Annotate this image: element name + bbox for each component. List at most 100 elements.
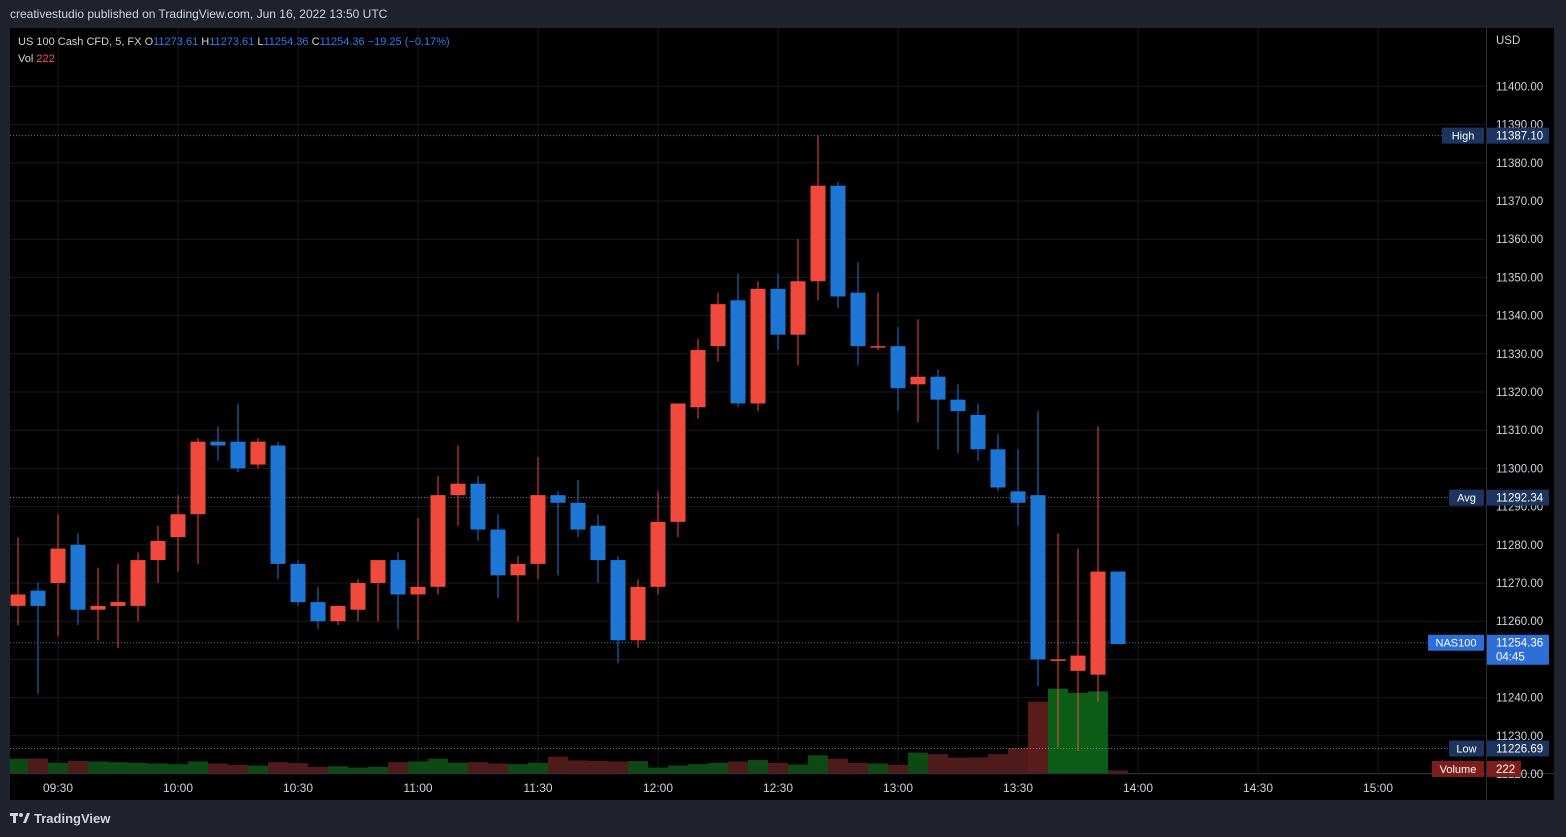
candle-body [930,376,946,400]
volume-bar [528,762,548,773]
volume-bar [428,758,448,773]
candle-body [450,483,466,496]
volume-bar [208,763,228,773]
volume-bar [68,760,88,773]
candle-body [590,525,606,561]
candle-body [30,590,46,606]
volume-bar [10,758,28,773]
candle-body [390,560,406,595]
price-tick-label: 11270.00 [1496,578,1543,590]
price-tick-label: 11360.00 [1496,234,1543,246]
candle-body [670,403,686,522]
volume-bar [408,761,428,773]
volume-bar [228,764,248,773]
volume-bar [268,762,288,773]
volume-bar [148,763,168,773]
candle-body [430,495,446,587]
volume-bar [328,766,348,773]
volume-bar [128,762,148,773]
candle-body [1110,571,1126,645]
price-tag-value: 11387.10 [1496,131,1543,143]
candle-body [10,594,26,606]
volume-tag-name-bg [1432,761,1484,777]
candle-body [630,586,646,641]
volume-bar [468,762,488,773]
publisher-text: creativestudio published on TradingView.… [10,7,388,21]
candle-body [690,349,706,408]
price-tag-value: 11226.69 [1496,743,1543,755]
chart-frame[interactable]: 11220.0011230.0011240.0011250.0011260.00… [10,28,1554,800]
price-tag-name: Low [1456,743,1476,755]
volume-bar [1108,770,1128,773]
volume-bar [768,762,788,773]
volume-legend-row: Vol 222 [18,51,450,68]
symbol-name[interactable]: US 100 Cash CFD, 5, FX [18,36,142,48]
chart-canvas[interactable]: 11220.0011230.0011240.0011250.0011260.00… [10,28,1554,800]
candle-body [170,514,186,538]
time-tick-label: 14:30 [1243,781,1273,795]
volume-bar [888,764,908,773]
candle-body [770,288,786,335]
candle-body [830,185,846,297]
candle-body [110,602,126,606]
candle-body [610,560,626,641]
low-label: L [257,36,264,48]
candle-body [310,602,326,622]
volume-bar [108,762,128,773]
volume-bar [708,762,728,773]
candle-body [710,304,726,347]
close-label: C [311,36,320,48]
volume-bar [828,758,848,773]
tradingview-logo[interactable]: TradingView [10,811,110,826]
price-tag-value: 11292.34 [1496,493,1544,505]
volume-bar [648,767,668,773]
candle-body [330,605,346,622]
price-tick-label: 11310.00 [1496,425,1543,437]
volume-bar [488,763,508,773]
volume-bar [548,756,568,773]
change-value: −19.25 (−0.17%) [367,36,450,48]
footer-bar [0,800,1566,837]
price-tick-label: 11330.00 [1496,349,1543,361]
volume-bar [908,752,928,773]
volume-bar [668,765,688,773]
time-tick-label: 13:00 [883,781,913,795]
time-tick-label: 12:00 [643,781,673,795]
volume-bar [968,757,988,773]
candle-body [530,495,546,564]
price-tag-value-bg [1487,489,1549,506]
price-tag-name-bg [1449,740,1484,757]
volume-bar [508,764,528,773]
candle-body [290,563,306,603]
open-value: 11273.61 [153,36,199,48]
candle-body [750,288,766,404]
publisher-bar: creativestudio published on TradingView.… [0,0,1566,28]
volume-bar [588,760,608,773]
price-tick-label: 11260.00 [1496,616,1543,628]
volume-bar [608,761,628,773]
volume-bar [948,757,968,773]
volume-bar [288,763,308,773]
candle-body [810,185,826,282]
candle-body [230,441,246,469]
candle-body [790,281,806,335]
volume-bar [248,765,268,773]
candle-body [550,495,566,503]
volume-bar [808,755,828,773]
candle-body [510,563,526,576]
price-tick-label: 11400.00 [1496,81,1543,93]
price-tick-label: 11340.00 [1496,311,1543,323]
price-tick-label: 11230.00 [1496,731,1543,743]
time-tick-label: 12:30 [763,781,793,795]
volume-bar [868,763,888,773]
candle-body [1070,655,1086,671]
candle-body [90,605,106,610]
candle-body [1090,571,1106,675]
volume-bar [28,758,48,773]
volume-tag-value: 222 [1496,764,1515,776]
volume-bar [628,761,648,773]
chart-legend: US 100 Cash CFD, 5, FX O11273.61 H11273.… [18,34,450,68]
price-tag-name-bg [1442,127,1484,144]
volume-bar [448,762,468,773]
price-tag-value-bg [1487,127,1549,144]
